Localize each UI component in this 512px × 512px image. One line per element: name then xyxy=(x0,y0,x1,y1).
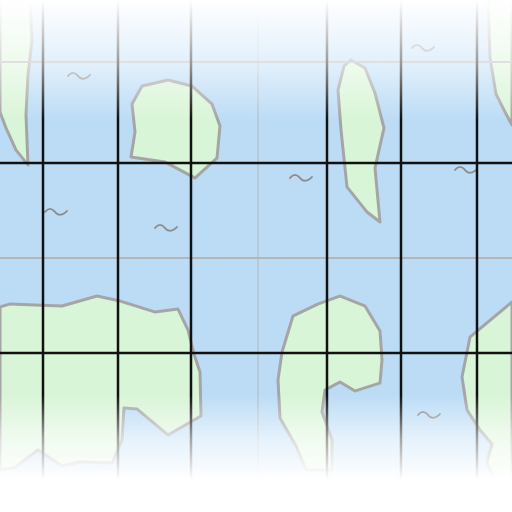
bottom-edge-fade xyxy=(0,395,512,480)
wave-icon xyxy=(454,166,478,174)
wave-icon xyxy=(154,224,178,232)
top-edge-fade xyxy=(0,0,512,120)
wave-icon xyxy=(44,208,68,216)
wave-icon xyxy=(289,174,313,182)
bottom-margin xyxy=(0,478,512,512)
